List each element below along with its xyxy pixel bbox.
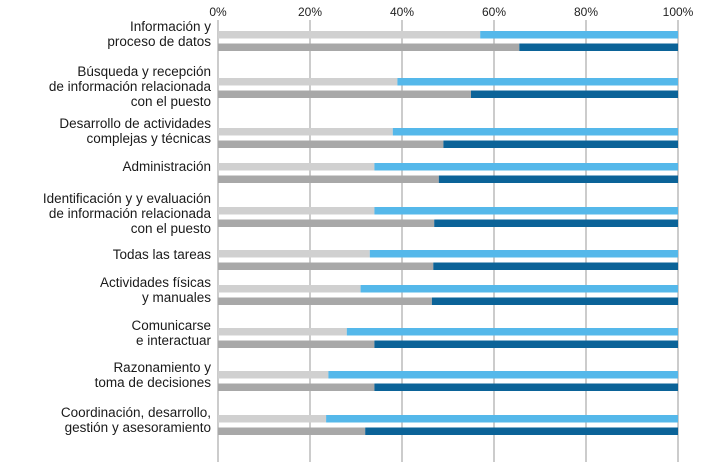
bar-bottom-segment-low — [218, 43, 520, 51]
bar-bottom-segment-low — [218, 219, 435, 227]
bar-top-segment-low — [218, 128, 393, 136]
bar-top-segment-low — [218, 285, 361, 293]
category-label-line: con el puesto — [131, 94, 211, 109]
category-label: Actividades físicas y manuales — [100, 275, 211, 305]
bar-bottom-segment-high — [433, 262, 678, 270]
x-tick-label: 60% — [482, 5, 506, 19]
bar-bottom-segment-low — [218, 90, 471, 98]
x-tick-label: 20% — [298, 5, 322, 19]
bar-bottom-segment-high — [438, 175, 678, 183]
gridlines — [217, 20, 679, 462]
category-label-line: Búsqueda y recepción — [77, 64, 211, 79]
bar-top-segment-high — [326, 415, 678, 423]
category-label-line: de información relacionada — [49, 206, 212, 221]
bar-top-segment-low — [218, 415, 327, 423]
bar-top-segment-low — [218, 328, 347, 336]
bars — [218, 31, 678, 435]
category-label-line: proceso de datos — [107, 34, 211, 49]
category-label-line: Comunicarse — [131, 318, 211, 333]
category-label: Todas las tareas — [113, 247, 212, 262]
bar-bottom-segment-high — [471, 90, 678, 98]
category-label: Razonamiento y toma de decisiones — [95, 360, 212, 390]
category-label: Búsqueda y recepción de información relac… — [49, 64, 212, 109]
bar-top-segment-low — [218, 207, 375, 215]
category-label: Administración — [122, 159, 211, 174]
category-label-line: gestión y asesoramiento — [65, 420, 211, 435]
category-label-line: Identificación y y evaluación — [43, 191, 211, 206]
category-label-line: y manuales — [142, 290, 211, 305]
category-label: Comunicarse e interactuar — [131, 318, 211, 348]
bar-bottom-segment-low — [218, 262, 434, 270]
category-label-line: e interactuar — [136, 333, 212, 348]
bar-top-segment-high — [369, 250, 678, 258]
x-tick-label: 0% — [209, 5, 227, 19]
category-label-line: Razonamiento y — [113, 360, 211, 375]
category-label-line: Coordinación, desarrollo, — [61, 405, 211, 420]
category-label-line: de información relacionada — [49, 79, 212, 94]
category-label-line: toma de decisiones — [95, 375, 212, 390]
category-label-line: Todas las tareas — [113, 247, 212, 262]
bar-bottom-segment-high — [431, 297, 678, 305]
category-label: Coordinación, desarrollo, gestión y aseso… — [61, 405, 211, 435]
category-label: Información y proceso de datos — [107, 19, 211, 49]
bar-bottom-segment-high — [443, 140, 678, 148]
bar-bottom-segment-low — [218, 340, 375, 348]
bar-bottom-segment-high — [374, 383, 678, 391]
bar-bottom-segment-high — [374, 340, 678, 348]
bar-top-segment-low — [218, 250, 370, 258]
category-label-line: Actividades físicas — [100, 275, 211, 290]
bar-top-segment-high — [328, 371, 678, 379]
bar-bottom-segment-high — [365, 427, 678, 435]
bar-bottom-segment-low — [218, 140, 444, 148]
bar-top-segment-high — [360, 285, 678, 293]
bar-top-segment-low — [218, 163, 375, 171]
category-labels: Información y proceso de datos Búsqueda y … — [43, 19, 212, 435]
bar-top-segment-high — [480, 31, 678, 39]
bar-bottom-segment-low — [218, 297, 432, 305]
bar-top-segment-high — [392, 128, 678, 136]
bar-bottom-segment-high — [519, 43, 678, 51]
category-label-line: complejas y técnicas — [86, 131, 211, 146]
x-axis-ticks: 0% 20% 40% 60% 80% 100% — [209, 5, 693, 19]
bar-bottom-segment-low — [218, 175, 439, 183]
bar-top-segment-high — [374, 207, 678, 215]
x-tick-label: 100% — [663, 5, 694, 19]
bar-bottom-segment-high — [434, 219, 678, 227]
bar-top-segment-high — [346, 328, 678, 336]
category-label: Identificación y y evaluación de informac… — [43, 191, 212, 236]
bar-top-segment-high — [397, 78, 678, 86]
x-tick-label: 80% — [574, 5, 598, 19]
bar-bottom-segment-low — [218, 383, 375, 391]
x-tick-label: 40% — [390, 5, 414, 19]
bar-bottom-segment-low — [218, 427, 366, 435]
category-label: Desarrollo de actividades complejas y téc… — [59, 116, 211, 146]
category-label-line: Administración — [122, 159, 211, 174]
bar-top-segment-low — [218, 31, 481, 39]
category-label-line: con el puesto — [131, 221, 211, 236]
category-label-line: Información y — [130, 19, 211, 34]
bar-top-segment-high — [374, 163, 678, 171]
bar-top-segment-low — [218, 371, 329, 379]
category-label-line: Desarrollo de actividades — [59, 116, 211, 131]
bar-top-segment-low — [218, 78, 398, 86]
